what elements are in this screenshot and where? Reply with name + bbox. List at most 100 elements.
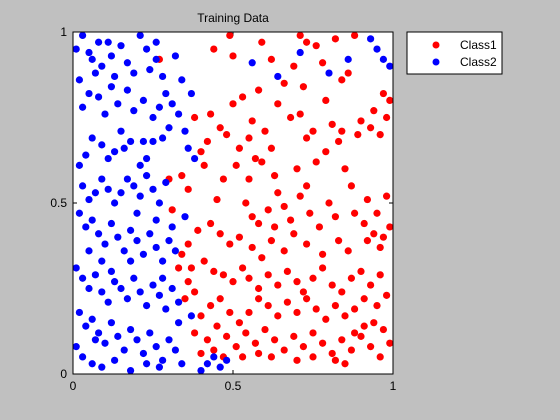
- point-class2-24: [123, 86, 131, 94]
- legend-label-class2: Class2: [460, 55, 497, 69]
- point-class1-97: [210, 267, 218, 275]
- point-class2-100: [107, 319, 115, 327]
- point-class2-101: [114, 332, 122, 340]
- point-class1-122: [322, 315, 330, 323]
- point-class1-78: [363, 237, 371, 245]
- point-class1-60: [242, 199, 250, 207]
- point-class2-86: [123, 295, 131, 303]
- point-class2-35: [165, 124, 173, 132]
- point-class2-51: [98, 175, 106, 183]
- point-class2-90: [149, 281, 157, 289]
- point-class2-142: [168, 223, 176, 231]
- point-class2-18: [79, 103, 87, 111]
- point-class2-44: [98, 141, 106, 149]
- point-class2-14: [143, 45, 151, 53]
- point-class1-162: [331, 356, 339, 364]
- point-class1-70: [325, 199, 333, 207]
- point-class1-118: [360, 295, 368, 303]
- point-class2-58: [143, 172, 151, 180]
- point-class2-43: [104, 154, 112, 163]
- point-class2-121: [216, 363, 224, 371]
- point-class2-80: [85, 284, 93, 293]
- point-class1-85: [267, 237, 275, 245]
- point-class2-7: [104, 38, 112, 46]
- point-class2-62: [75, 209, 83, 217]
- point-class1-172: [191, 288, 199, 296]
- point-class1-81: [319, 250, 327, 258]
- point-class1-100: [239, 264, 247, 272]
- point-class1-116: [383, 291, 391, 299]
- point-class2-65: [95, 230, 103, 238]
- y-tick-label-0: 0: [60, 367, 67, 381]
- point-class1-166: [255, 349, 263, 358]
- point-class2-94: [175, 298, 183, 306]
- point-class1-117: [373, 302, 381, 310]
- point-class1-165: [267, 353, 275, 361]
- point-class1-2: [226, 31, 234, 40]
- point-class1-67: [296, 192, 304, 200]
- point-class1-182: [363, 195, 371, 204]
- point-class1-48: [322, 148, 330, 156]
- point-class1-96: [200, 257, 208, 265]
- point-class1-95: [187, 264, 195, 272]
- point-class2-17: [159, 72, 167, 81]
- point-class2-83: [104, 298, 112, 306]
- point-class1-111: [338, 288, 346, 296]
- point-class1-138: [213, 322, 221, 330]
- point-class2-57: [136, 192, 144, 200]
- point-class1-104: [274, 281, 282, 289]
- point-class2-102: [120, 346, 128, 354]
- point-class1-108: [309, 274, 317, 282]
- point-class2-149: [175, 319, 183, 327]
- point-class2-29: [162, 89, 170, 98]
- point-class2-61: [162, 178, 170, 187]
- point-class1-88: [235, 233, 243, 241]
- point-class1-20: [229, 100, 237, 108]
- point-class1-94: [178, 250, 186, 258]
- point-class1-54: [383, 113, 391, 122]
- point-class2-128: [344, 55, 352, 63]
- point-class1-124: [303, 295, 311, 303]
- point-class1-175: [168, 206, 176, 214]
- point-class1-59: [213, 195, 221, 204]
- point-class1-101: [245, 274, 253, 282]
- point-class2-25: [130, 107, 138, 115]
- point-class1-132: [226, 308, 234, 317]
- point-class1-50: [338, 127, 346, 135]
- point-class2-52: [104, 185, 112, 193]
- point-class2-116: [127, 366, 135, 375]
- point-class2-54: [117, 189, 125, 197]
- point-class1-4: [258, 38, 266, 46]
- point-class1-64: [271, 223, 279, 231]
- point-class2-134: [187, 89, 195, 98]
- point-class1-69: [315, 223, 323, 231]
- point-class2-117: [143, 360, 151, 368]
- point-class2-98: [95, 329, 103, 337]
- point-class1-12: [319, 59, 327, 67]
- point-class2-41: [120, 144, 128, 152]
- point-class2-49: [85, 195, 93, 204]
- legend-label-class1: Class1: [460, 38, 497, 52]
- point-class2-115: [98, 363, 106, 371]
- point-class2-138: [117, 127, 125, 135]
- point-class1-84: [280, 247, 288, 255]
- point-class1-98: [219, 271, 227, 279]
- point-class1-135: [197, 312, 205, 320]
- point-class1-24: [328, 120, 336, 128]
- point-class1-91: [207, 219, 215, 228]
- point-class2-146: [98, 257, 106, 265]
- point-class1-23: [296, 110, 304, 118]
- legend-marker-class1: [432, 41, 440, 49]
- point-class1-89: [226, 240, 234, 248]
- point-class1-52: [367, 124, 375, 132]
- legend-box: [406, 31, 503, 75]
- point-class1-139: [223, 332, 231, 340]
- point-class1-19: [239, 93, 247, 101]
- point-class2-152: [91, 336, 99, 344]
- point-class2-20: [95, 93, 103, 101]
- point-class1-32: [216, 124, 224, 132]
- point-class2-42: [111, 148, 119, 156]
- point-class2-108: [159, 356, 167, 364]
- point-class2-87: [130, 274, 138, 282]
- point-class1-36: [235, 144, 243, 152]
